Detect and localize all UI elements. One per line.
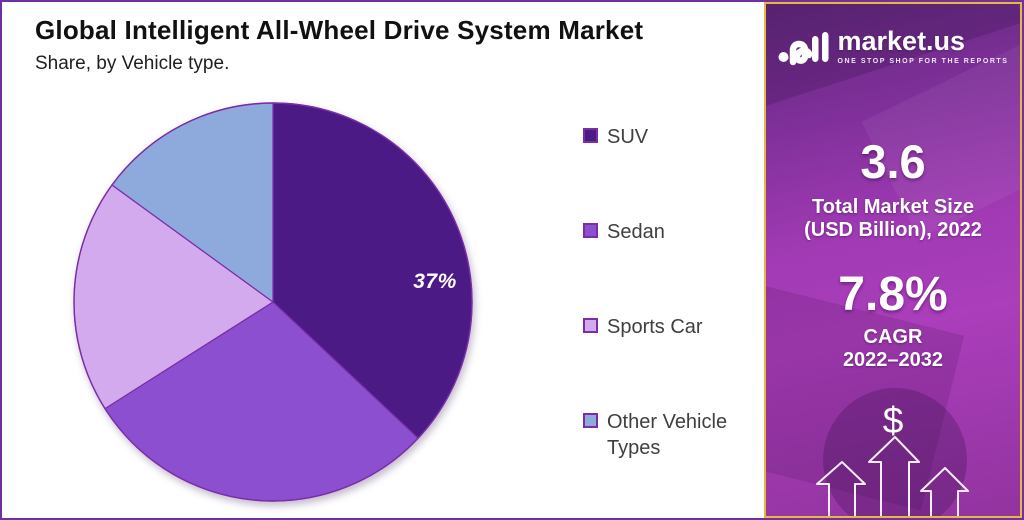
stat-cagr-label-line2: 2022–2032: [842, 349, 944, 371]
legend-label-other-vehicle-types: Other Vehicle Types: [607, 411, 728, 459]
marketus-logo-icon: [778, 32, 828, 66]
page-subtitle: Share, by Vehicle type.: [35, 53, 230, 74]
brand-panel: market.us ONE STOP SHOP FOR THE REPORTS …: [764, 2, 1022, 518]
brand-tagline: ONE STOP SHOP FOR THE REPORTS: [837, 58, 1009, 65]
pie-chart: 37%: [65, 94, 481, 510]
dollar-icon: $: [882, 400, 904, 441]
stat-cagr-label-line1: CAGR: [863, 326, 923, 348]
legend-swatch-sedan: [583, 223, 598, 238]
legend-swatch-other-vehicle-types: [583, 413, 598, 428]
stat-market-size-label: Total Market Size (USD Billion), 2022: [766, 196, 1020, 242]
pie-slice-label-suv: 37%: [413, 270, 457, 293]
legend-item-other-vehicle-types: Other Vehicle Types: [583, 409, 759, 459]
brand-name: market.us: [837, 26, 966, 56]
pie-chart-svg: [73, 102, 473, 502]
legend-swatch-sports-car: [583, 318, 598, 333]
legend-swatch-suv: [583, 128, 598, 143]
legend-label-sports-car: Sports Car: [607, 316, 703, 338]
growth-arrows-icon: [816, 436, 969, 516]
legend-label-suv: SUV: [607, 126, 649, 148]
legend-item-sports-car: Sports Car: [583, 314, 759, 340]
brand-logo-text: market.us ONE STOP SHOP FOR THE REPORTS: [838, 26, 1009, 65]
page-title: Global Intelligent All-Wheel Drive Syste…: [35, 15, 644, 45]
legend-label-sedan: Sedan: [607, 221, 665, 243]
chart-header: Global Intelligent All-Wheel Drive Syste…: [35, 15, 643, 75]
legend-item-suv: SUV: [583, 124, 759, 150]
brand-logo: market.us ONE STOP SHOP FOR THE REPORTS: [766, 26, 1020, 66]
stat-cagr-value: 7.8%: [838, 268, 948, 321]
legend-item-sedan: Sedan: [583, 219, 759, 245]
stat-market-size-label-line2: (USD Billion), 2022: [804, 219, 982, 241]
stat-cagr-label: CAGR 2022–2032: [766, 326, 1020, 372]
stat-market-size-label-line1: Total Market Size: [812, 196, 974, 218]
stat-market-size-value: 3.6: [860, 135, 926, 188]
legend: SUV Sedan Sports Car Other Vehicle Types: [583, 124, 759, 504]
